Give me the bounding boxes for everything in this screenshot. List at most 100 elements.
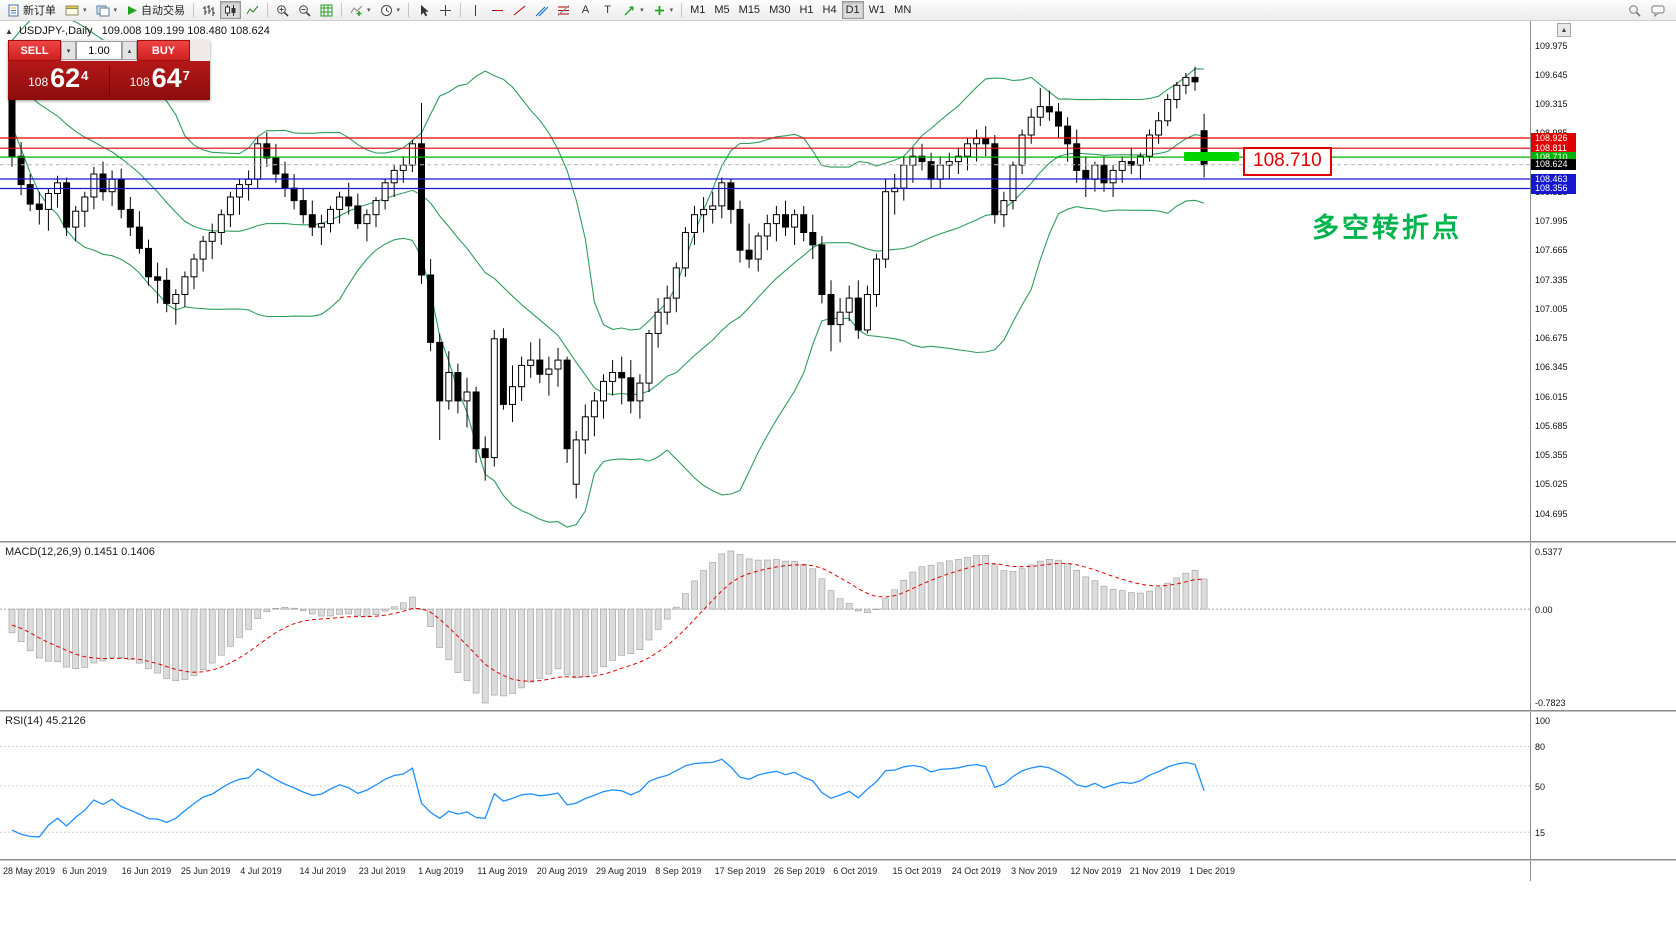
macd-header: MACD(12,26,9) 0.1451 0.1406 — [5, 546, 155, 558]
timeframe-button-m15[interactable]: M15 — [735, 1, 764, 19]
channel-tool-button[interactable] — [531, 1, 552, 19]
vertical-line-icon — [475, 4, 477, 16]
line-chart-type-button[interactable] — [242, 1, 263, 19]
rsi-indicator-canvas[interactable] — [0, 712, 1530, 859]
new-order-button[interactable]: 新订单 — [3, 1, 60, 19]
date-axis-label: 26 Sep 2019 — [773, 866, 825, 876]
symbol-name: USDJPY-,Daily — [18, 25, 93, 37]
timeframe-button-m1[interactable]: M1 — [686, 1, 709, 19]
line-chart-icon — [246, 5, 259, 14]
zoom-in-button[interactable] — [272, 1, 293, 19]
panel-divider[interactable] — [0, 710, 1676, 712]
fibonacci-tool-button[interactable] — [553, 1, 574, 19]
toolbar-separator — [341, 3, 343, 17]
rsi-header: RSI(14) 45.2126 — [5, 715, 86, 727]
timeframe-button-h4[interactable]: H4 — [819, 1, 841, 19]
toolbar-separator — [460, 3, 462, 17]
grid-button[interactable] — [316, 1, 337, 19]
volume-input[interactable] — [76, 41, 122, 60]
chart-scroll-up-button[interactable]: ▲ — [1557, 23, 1571, 37]
label-tool-button[interactable]: T — [597, 1, 618, 19]
price-level-badge: 108.811 — [1531, 142, 1576, 154]
date-axis-label: 8 Sep 2019 — [655, 866, 702, 876]
symbol-header: ▲ USDJPY-,Daily 109.008 109.199 108.480 … — [5, 25, 270, 37]
turning-point-annotation[interactable]: 多空转折点 — [1312, 213, 1462, 243]
price-axis-tick: 106.015 — [1535, 391, 1568, 402]
new-chart-button[interactable]: ▾ — [61, 1, 91, 19]
price-level-badge: 108.926 — [1531, 132, 1576, 144]
date-axis-label: 16 Jun 2019 — [121, 866, 172, 876]
clock-icon — [380, 4, 392, 16]
toolbar-right-group — [1624, 1, 1673, 19]
price-axis-tick: 107.995 — [1535, 216, 1568, 226]
timeframe-button-w1[interactable]: W1 — [865, 1, 890, 19]
chart-window-icon — [65, 5, 79, 15]
price-axis-tick: 105.685 — [1535, 420, 1568, 431]
zoom-out-icon — [299, 4, 311, 17]
indicators-button[interactable]: ▾ — [346, 1, 375, 19]
date-axis-label: 6 Oct 2019 — [833, 866, 878, 876]
date-axis-label: 1 Dec 2019 — [1189, 866, 1236, 876]
sell-price[interactable]: 108 62 4 — [28, 62, 89, 93]
new-order-label: 新订单 — [23, 5, 56, 17]
date-axis-label: 20 Aug 2019 — [536, 866, 588, 876]
date-axis-label: 3 Nov 2019 — [1011, 866, 1058, 876]
rsi-axis-tick: 100 — [1535, 716, 1551, 726]
price-callout-label[interactable]: 108.710 — [1243, 147, 1332, 176]
auto-trading-play-icon — [128, 5, 138, 15]
bar-chart-type-button[interactable] — [198, 1, 219, 19]
auto-trading-button[interactable]: 自动交易 — [122, 1, 189, 19]
trendline-tool-button[interactable] — [509, 1, 530, 19]
timeframe-button-h1[interactable]: H1 — [795, 1, 817, 19]
volume-increase-button[interactable]: ▴ — [122, 41, 137, 60]
highlight-bar-annotation[interactable] — [1184, 152, 1239, 161]
indicators-icon — [350, 5, 363, 16]
arrows-caret-icon: ▾ — [640, 7, 644, 14]
buy-button[interactable]: BUY — [137, 40, 190, 61]
panel-divider[interactable] — [0, 859, 1676, 861]
cursor-button[interactable] — [413, 1, 434, 19]
text-tool-label: A — [581, 3, 590, 16]
date-axis-label: 28 May 2019 — [3, 866, 56, 876]
price-axis-tick: 107.005 — [1535, 303, 1568, 314]
fibonacci-icon — [557, 4, 570, 16]
toolbar-separator — [193, 3, 195, 17]
price-axis-tick: 107.335 — [1535, 274, 1568, 285]
price-level-badge: 108.710 — [1531, 151, 1576, 163]
shapes-tool-button[interactable]: ▾ — [649, 1, 678, 19]
profiles-icon — [96, 5, 110, 16]
timeframe-button-m5[interactable]: M5 — [710, 1, 733, 19]
horizontal-line-tool-button[interactable] — [487, 1, 508, 19]
date-axis-label: 15 Oct 2019 — [892, 866, 942, 876]
candlestick-type-button[interactable] — [220, 1, 242, 19]
time-axis[interactable] — [0, 861, 1676, 883]
date-axis-label: 29 Aug 2019 — [596, 866, 647, 876]
symbol-ohlc-values: 109.008 109.199 108.480 108.624 — [101, 25, 270, 37]
sell-button[interactable]: SELL — [8, 40, 61, 61]
vertical-line-tool-button[interactable] — [465, 1, 486, 19]
collapse-trade-panel-icon[interactable]: ▲ — [5, 27, 13, 36]
timeframe-button-mn[interactable]: MN — [890, 1, 915, 19]
buy-price[interactable]: 108 64 7 — [129, 62, 190, 93]
zoom-out-button[interactable] — [294, 1, 315, 19]
search-button[interactable] — [1624, 1, 1645, 19]
crosshair-button[interactable] — [435, 1, 456, 19]
chat-button[interactable] — [1647, 1, 1669, 19]
macd-axis-tick: -0.7823 — [1535, 698, 1566, 708]
timeframe-button-d1[interactable]: D1 — [841, 1, 864, 19]
volume-decrease-button[interactable]: ▾ — [61, 41, 76, 60]
zoom-in-icon — [277, 4, 289, 17]
profiles-button[interactable]: ▾ — [92, 1, 122, 19]
text-tool-button[interactable]: A — [575, 1, 596, 19]
macd-indicator-canvas[interactable] — [0, 543, 1530, 710]
toolbar-separator — [408, 3, 410, 17]
date-axis-label: 24 Oct 2019 — [951, 866, 1001, 876]
periods-button[interactable]: ▾ — [376, 1, 405, 19]
label-tool-label: T — [604, 3, 611, 16]
panel-divider[interactable] — [0, 541, 1676, 543]
grid-icon — [320, 4, 333, 16]
arrows-tool-button[interactable]: ▾ — [619, 1, 648, 19]
timeframe-button-m30[interactable]: M30 — [765, 1, 794, 19]
main-chart-canvas[interactable] — [0, 21, 1530, 542]
price-level-badge: 108.624 — [1531, 159, 1576, 171]
